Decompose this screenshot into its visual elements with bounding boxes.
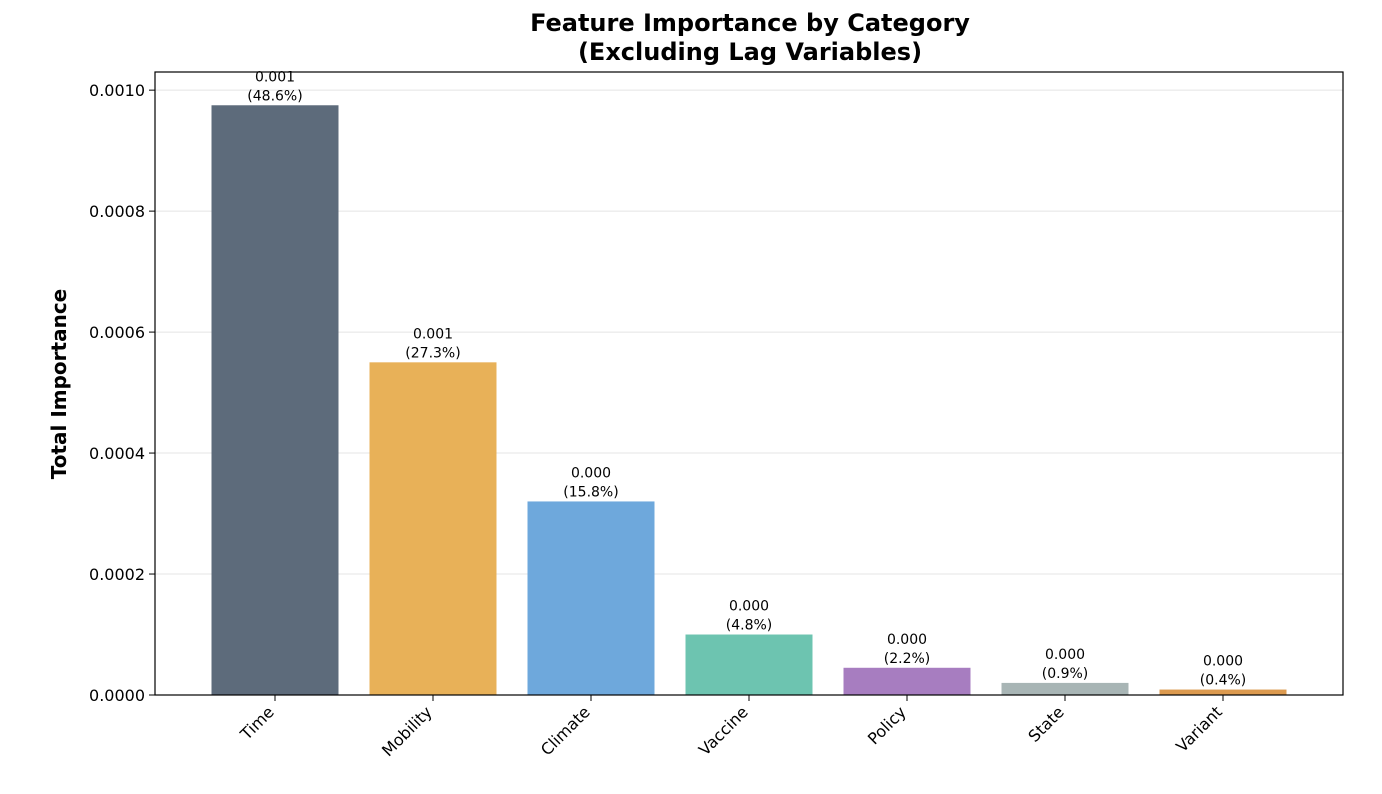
x-axis: Time Mobility Climate Vaccine Policy State Var… bbox=[236, 695, 1226, 760]
bars-group bbox=[211, 105, 1287, 696]
x-tick-label-climate: Climate bbox=[537, 702, 594, 759]
x-tick-label-mobility: Mobility bbox=[378, 702, 436, 760]
bar-mobility bbox=[369, 362, 497, 695]
chart-title: Feature Importance by Category bbox=[530, 9, 970, 37]
y-tick-label: 0.0000 bbox=[89, 686, 145, 705]
bar-value-label: 0.000 bbox=[729, 599, 769, 615]
bar-value-label: 0.000 bbox=[887, 632, 927, 648]
bar-value-label: 0.000 bbox=[571, 465, 611, 481]
y-tick-label: 0.0002 bbox=[89, 565, 145, 584]
y-axis: 0.0000 0.0002 0.0004 0.0006 0.0008 0.0010 bbox=[89, 81, 155, 705]
bar-value-label: 0.001 bbox=[255, 69, 295, 85]
x-tick-label-variant: Variant bbox=[1172, 702, 1226, 756]
bar-percent-label: (0.4%) bbox=[1200, 673, 1247, 689]
bar-state bbox=[1001, 682, 1129, 695]
bar-percent-label: (27.3%) bbox=[405, 345, 460, 361]
y-tick-label: 0.0004 bbox=[89, 444, 145, 463]
bar-climate bbox=[527, 501, 655, 695]
data-labels-group: 0.001 (48.6%) 0.001 (27.3%) 0.000 (15.8%) 0.00… bbox=[247, 69, 1246, 688]
x-tick-label-state: State bbox=[1024, 702, 1067, 745]
bar-value-label: 0.000 bbox=[1045, 647, 1085, 663]
y-axis-label: Total Importance bbox=[47, 289, 71, 480]
x-tick-label-vaccine: Vaccine bbox=[695, 702, 752, 759]
plot-frame bbox=[154, 71, 1344, 696]
bar-percent-label: (48.6%) bbox=[247, 88, 302, 104]
bar-percent-label: (15.8%) bbox=[563, 484, 618, 500]
x-tick-label-time: Time bbox=[236, 702, 278, 744]
bar-percent-label: (0.9%) bbox=[1042, 666, 1089, 682]
bar-percent-label: (4.8%) bbox=[726, 618, 773, 634]
x-tick-label-policy: Policy bbox=[864, 702, 910, 748]
bar-policy bbox=[843, 667, 971, 695]
bar-percent-label: (2.2%) bbox=[884, 651, 931, 667]
bar-value-label: 0.000 bbox=[1203, 654, 1243, 670]
y-tick-label: 0.0006 bbox=[89, 323, 145, 342]
bar-time bbox=[211, 105, 339, 696]
bar-vaccine bbox=[685, 634, 813, 695]
bar-value-label: 0.001 bbox=[413, 326, 453, 342]
y-tick-label: 0.0010 bbox=[89, 81, 145, 100]
bar-variant bbox=[1159, 689, 1287, 695]
chart-subtitle: (Excluding Lag Variables) bbox=[578, 38, 922, 66]
y-tick-label: 0.0008 bbox=[89, 202, 145, 221]
